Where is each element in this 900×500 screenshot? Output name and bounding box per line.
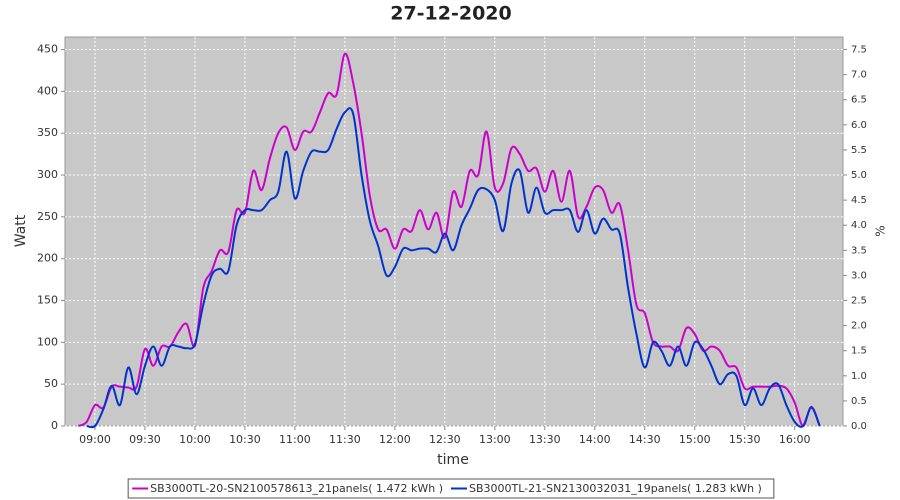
x-tick-label: 13:30 — [529, 433, 561, 446]
x-tick-label: 12:30 — [429, 433, 461, 446]
x-tick-label: 09:30 — [129, 433, 161, 446]
x-tick-label: 14:00 — [579, 433, 611, 446]
y-tick-label: 400 — [37, 84, 58, 97]
y2-tick-label: 3.5 — [851, 245, 867, 256]
y-tick-label: 200 — [37, 252, 58, 265]
y2-tick-label: 5.0 — [851, 170, 867, 181]
y2-tick-label: 7.0 — [851, 70, 867, 81]
x-tick-label: 15:00 — [679, 433, 711, 446]
legend-label: SB3000TL-21-SN2130032031_19panels( 1.283… — [469, 482, 762, 495]
y2-tick-label: 5.5 — [851, 145, 867, 156]
x-tick-label: 14:30 — [629, 433, 661, 446]
x-tick-label: 12:00 — [379, 433, 411, 446]
y-tick-label: 150 — [37, 294, 58, 307]
series-line — [77, 52, 821, 428]
y2-tick-label: 7.5 — [851, 45, 867, 56]
x-tick-label: 11:00 — [279, 433, 311, 446]
x-tick-label: 15:30 — [729, 433, 761, 446]
y2-tick-label: 2.0 — [851, 321, 867, 332]
y2-tick-label: 1.5 — [851, 346, 867, 357]
y-tick-label: 300 — [37, 168, 58, 181]
legend-label: SB3000TL-20-SN2100578613_21panels( 1.472… — [150, 482, 443, 495]
y-tick-label: 250 — [37, 210, 58, 223]
y2-tick-label: 0.5 — [851, 396, 867, 407]
y2-tick-label: 4.0 — [851, 220, 867, 231]
x-tick-label: 10:00 — [179, 433, 211, 446]
y2-tick-label: 2.5 — [851, 296, 867, 307]
y-axis-label: Watt — [13, 214, 29, 247]
x-axis-label: time — [437, 452, 469, 468]
y-tick-label: 450 — [37, 43, 58, 56]
x-tick-label: 10:30 — [229, 433, 261, 446]
series-line — [86, 107, 821, 429]
y2-tick-label: 4.5 — [851, 195, 867, 206]
x-tick-label: 16:00 — [779, 433, 811, 446]
y2-axis-label: % — [874, 225, 888, 236]
y-tick-label: 0 — [51, 419, 58, 432]
y2-tick-label: 6.0 — [851, 120, 867, 131]
plot-area — [64, 36, 844, 427]
legend: SB3000TL-20-SN2100578613_21panels( 1.472… — [127, 478, 775, 499]
y-tick-label: 350 — [37, 126, 58, 139]
chart-title: 27-12-2020 — [390, 3, 512, 25]
y2-tick-label: 6.5 — [851, 95, 867, 106]
x-tick-label: 13:00 — [479, 433, 511, 446]
y2-tick-label: 3.0 — [851, 270, 867, 281]
y-tick-label: 50 — [44, 377, 58, 390]
y2-tick-label: 1.0 — [851, 371, 867, 382]
x-tick-label: 11:30 — [329, 433, 361, 446]
y2-tick-label: 0.0 — [851, 421, 867, 432]
y-tick-label: 100 — [37, 335, 58, 348]
x-tick-label: 09:00 — [79, 433, 111, 446]
